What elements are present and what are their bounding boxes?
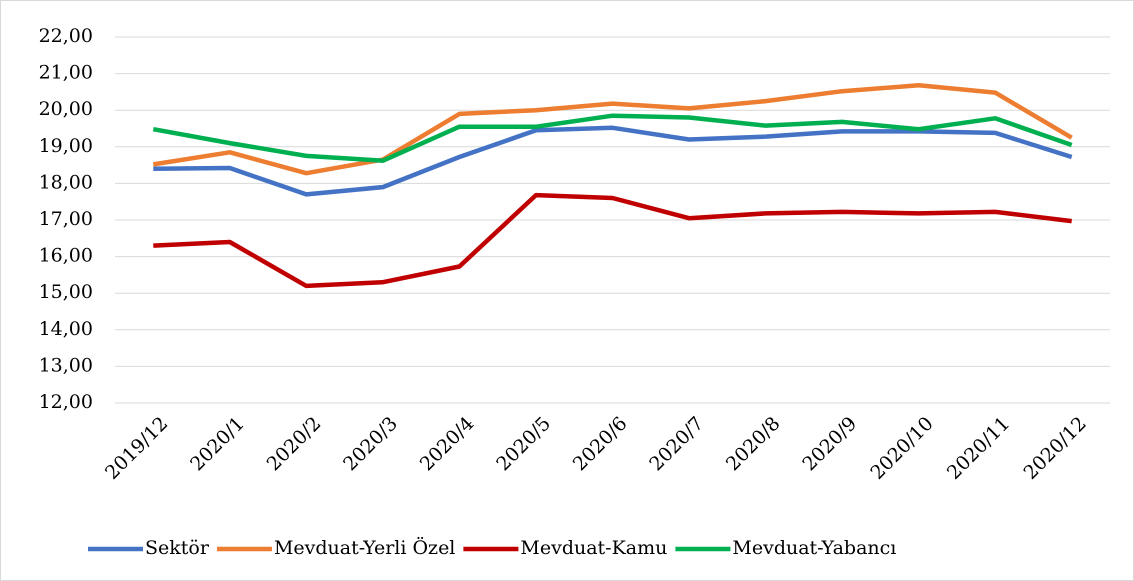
series-line: [152, 83, 1073, 176]
y-tick-label: 16,00: [39, 245, 93, 267]
y-tick-label: 15,00: [39, 281, 93, 303]
y-tick-label: 14,00: [39, 318, 93, 340]
y-tick-label: 18,00: [39, 171, 93, 193]
y-tick-label: 19,00: [39, 135, 93, 157]
y-tick-label: 17,00: [39, 208, 93, 230]
y-tick-label: 22,00: [39, 25, 93, 47]
y-tick-label: 21,00: [39, 62, 93, 84]
legend-label: Mevduat-Kamu: [520, 537, 667, 559]
series-line: [153, 192, 1072, 289]
y-tick-label: 13,00: [39, 354, 93, 376]
legend-label: Mevduat-Yabancı: [732, 537, 896, 559]
series-line: [152, 113, 1073, 163]
y-tick-label: 20,00: [39, 98, 93, 120]
legend-label: Sektör: [145, 537, 210, 559]
legend-label: Mevduat-Yerli Özel: [274, 536, 455, 559]
y-tick-label: 12,00: [39, 391, 93, 413]
